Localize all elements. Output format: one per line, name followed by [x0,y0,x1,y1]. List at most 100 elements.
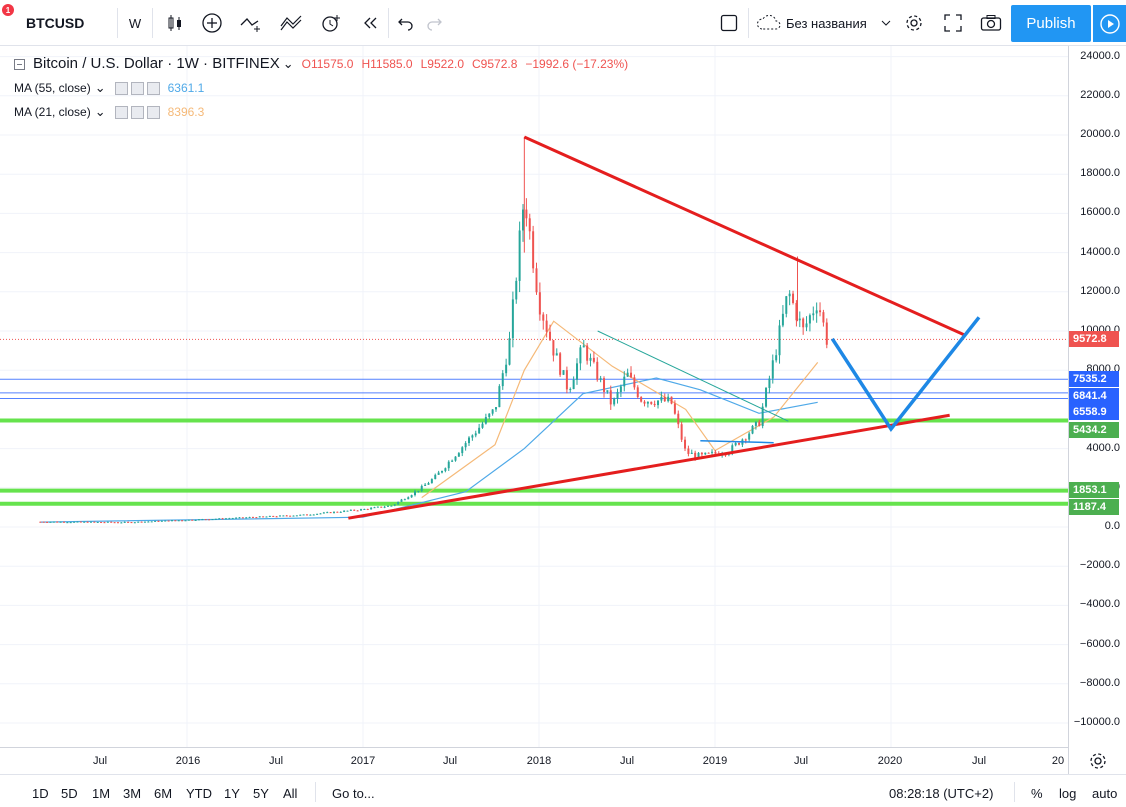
add-indicator-icon[interactable] [197,0,227,46]
candle-body [100,521,103,523]
candle-body [754,421,757,426]
time-tick: Jul [971,755,987,767]
chart-settings-gear-icon[interactable] [1088,751,1108,774]
range-button-1y[interactable]: 1Y [224,786,240,801]
range-button-5d[interactable]: 5D [61,786,78,801]
collapse-icon[interactable] [14,59,25,70]
ma55-legend[interactable]: MA (55, close) ⌄ 6361.1 [14,80,204,96]
symbol-search[interactable]: 1 BTCUSD [2,0,116,46]
candle-body [562,370,565,375]
candle-body [798,318,801,321]
undo-icon[interactable] [392,0,420,46]
layout-menu[interactable]: Без названия [752,0,898,46]
candle-body [218,518,221,520]
range-button-6m[interactable]: 6M [154,786,173,801]
ma21-legend[interactable]: MA (21, close) ⌄ 8396.3 [14,104,204,120]
candle-body [765,387,768,407]
range-button-1m[interactable]: 1M [92,786,111,801]
time-tick: Jul [92,755,108,767]
time-tick: 2020 [877,755,903,767]
clock[interactable]: 08:28:18 (UTC+2) [889,786,994,801]
candle-body [508,338,511,365]
candle-body [444,468,447,471]
candle-body [434,474,437,480]
candle-body [771,360,774,379]
replay-icon[interactable] [356,0,386,46]
candle-body [680,424,683,440]
candle-body [478,427,481,434]
percent-toggle[interactable]: % [1031,786,1043,801]
auto-toggle[interactable]: auto [1092,786,1118,801]
legend-title: Bitcoin / U.S. Dollar · 1W · BITFINEX [33,55,280,72]
candle-body [677,413,680,425]
candle-body [52,521,55,523]
alert-icon[interactable] [314,0,348,46]
range-button-1d[interactable]: 1D [32,786,49,801]
settings-gear-icon[interactable] [899,0,929,46]
ma21-settings-icon[interactable] [130,105,144,119]
candles-icon[interactable] [160,0,190,46]
time-tick: 2019 [702,755,728,767]
candle-body [289,515,292,517]
ma55-settings-icon[interactable] [130,81,144,95]
fullscreen-toggle-icon[interactable] [714,0,744,46]
price-axis[interactable]: 24000.0 22000.0 20000.0 18000.0 16000.0 14000… [1068,46,1126,774]
notification-badge[interactable]: 1 [2,4,14,16]
redo-icon[interactable] [420,0,448,46]
candle-body [778,325,781,356]
candle-body [660,397,663,401]
range-button-all[interactable]: All [283,786,298,801]
candle-body [630,372,633,378]
candle-body [366,509,369,511]
candle-body [373,507,376,509]
range-button-3m[interactable]: 3M [123,786,142,801]
candle-body [143,521,146,523]
ma21-remove-icon[interactable] [146,105,160,119]
candle-body [106,521,109,523]
ma55-chevron-icon[interactable]: ⌄ [94,80,106,95]
ma55-remove-icon[interactable] [146,81,160,95]
ma55-value: 6361.1 [167,81,205,95]
fullscreen-icon[interactable] [938,0,968,46]
camera-icon[interactable] [975,0,1007,46]
candle-body [586,345,589,361]
ma21-eye-icon[interactable] [114,105,128,119]
candle-body [316,513,319,515]
publish-button[interactable]: Publish [1011,5,1091,42]
ma55-eye-icon[interactable] [114,81,128,95]
candle-body [197,519,200,521]
candle-body [282,515,285,517]
candle-body [430,479,433,484]
candle-body [609,390,612,405]
goto-button[interactable]: Go to... [332,786,375,801]
ma55-label: MA (55, close) [14,81,91,95]
candle-body [79,521,82,523]
range-button-ytd[interactable]: YTD [186,786,212,801]
candle-body [424,484,427,486]
candle-body [113,522,116,524]
candle-body [650,401,653,404]
blue-trendline [700,440,774,444]
candle-body [208,519,211,521]
price-chart[interactable] [0,46,1068,747]
candle-body [238,517,241,519]
price-label: 9572.8 [1069,331,1119,347]
candle-body [248,517,251,519]
candle-body [346,510,349,512]
legend-chevron-icon[interactable]: ⌄ [282,55,294,71]
candle-body [505,364,508,374]
candle-body [278,515,281,517]
candle-body [393,504,396,506]
indicators-icon[interactable] [275,0,309,46]
log-toggle[interactable]: log [1059,786,1077,801]
price-tick: 22000.0 [1080,88,1120,101]
price-tick: 14000.0 [1080,245,1120,258]
interval-button[interactable]: W [120,0,150,46]
ma21-chevron-icon[interactable]: ⌄ [94,104,106,119]
candle-body [154,520,157,522]
play-icon[interactable] [1093,5,1126,42]
compare-icon[interactable] [236,0,266,46]
range-button-5y[interactable]: 5Y [253,786,269,801]
time-axis[interactable]: Jul 2016 Jul 2017 Jul 2018 Jul 2019 Jul 2020 Jul 20 [0,747,1068,774]
candle-body [167,520,170,522]
